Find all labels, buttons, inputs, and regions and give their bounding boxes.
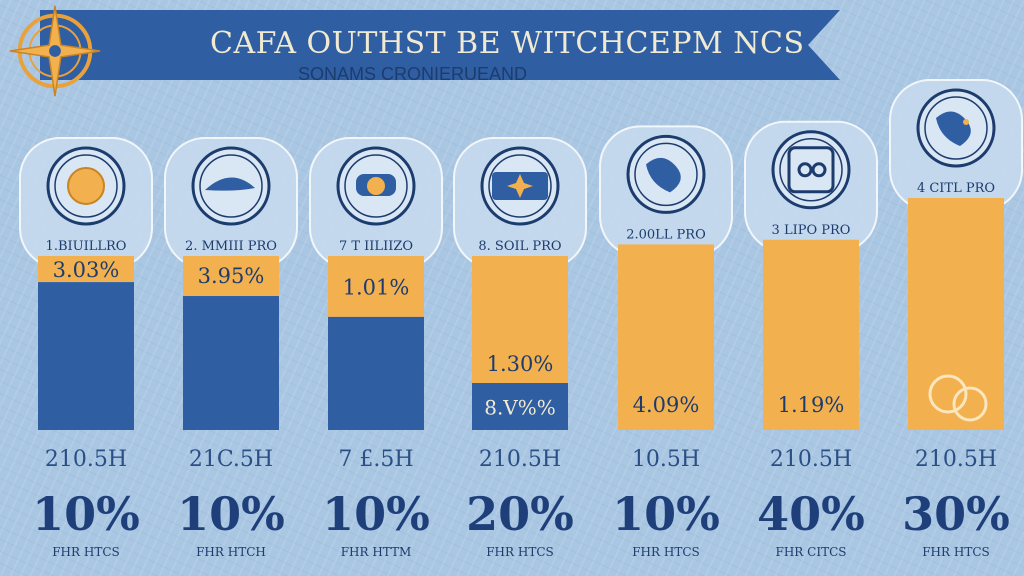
bar-column: 3 LIPO PRO 1.19% 210.5H 40% FHR CITCS — [744, 120, 878, 559]
category-label: 2. MMIII PRO — [185, 239, 277, 254]
coin-icon — [46, 146, 126, 226]
bar-segment-orange — [38, 256, 134, 283]
column-footer: FHR HTCS — [52, 545, 120, 559]
bar-value-label: 3.95% — [198, 264, 265, 288]
title-banner — [40, 10, 840, 80]
chain-icon — [771, 130, 851, 210]
column-footer: FHR HTTM — [341, 545, 412, 559]
column-footer: FHR HTCH — [196, 545, 266, 559]
bar-column: 8. SOIL PRO 1.30% 8.V%% 210.5H 20% FHR HTCS — [453, 137, 587, 559]
bar-segment-orange — [618, 244, 714, 430]
column-footer: FHR HTCS — [922, 545, 990, 559]
category-label: 8. SOIL PRO — [478, 239, 561, 254]
column-footer: FHR CITCS — [776, 545, 847, 559]
globe-icon — [626, 134, 706, 214]
category-label: 1.BIUILLRO — [46, 239, 127, 254]
bar-column: 2.00LL PRO 4.09% 10.5H 10% FHR HTCS — [599, 125, 733, 559]
compass-icon — [9, 5, 101, 97]
category-label: 4 CITL PRO — [917, 181, 995, 196]
bar-segment-orange — [472, 256, 568, 384]
bar-segment-orange — [908, 198, 1004, 430]
column-code: 21C.5H — [189, 447, 273, 472]
bar-segment-orange — [763, 239, 859, 430]
dolphin-icon — [191, 146, 271, 226]
category-label: 2.00LL PRO — [626, 227, 706, 242]
category-label: 7 T IILIIZO — [339, 239, 413, 254]
column-percent: 10% — [612, 487, 720, 541]
bar-segment-blue — [38, 282, 134, 430]
bar-segment-blue — [328, 316, 424, 430]
column-code: 210.5H — [479, 447, 561, 472]
column-percent: 40% — [757, 487, 865, 541]
column-code: 10.5H — [632, 447, 700, 472]
bar-column: 2. MMIII PRO 3.95% 21C.5H 10% FHR HTCH — [164, 137, 298, 559]
column-percent: 30% — [902, 487, 1010, 541]
column-footer: FHR HTCS — [632, 545, 700, 559]
bar-value-label: 1.30% — [487, 352, 554, 376]
star-icon — [480, 146, 560, 226]
bar-value-label: 1.19% — [778, 393, 845, 417]
bar-segment-blue — [183, 296, 279, 430]
page-title: CAFA OUTHST BE WITCHCEPM NCS — [210, 26, 805, 61]
car-icon — [336, 146, 416, 226]
bar-segment-orange — [183, 256, 279, 297]
column-code: 210.5H — [45, 447, 127, 472]
bar-value-label: 4.09% — [633, 393, 700, 417]
column-code: 210.5H — [915, 447, 997, 472]
column-percent: 10% — [177, 487, 285, 541]
bar-value-label: 8.V%% — [484, 396, 556, 420]
category-label: 3 LIPO PRO — [772, 223, 851, 238]
column-percent: 10% — [322, 487, 430, 541]
column-code: 210.5H — [770, 447, 852, 472]
bar-segment-blue — [472, 383, 568, 430]
column-code: 7 £.5H — [338, 447, 413, 472]
column-percent: 10% — [32, 487, 140, 541]
coins-icon — [928, 374, 988, 422]
bar-value-label: 3.03% — [53, 258, 120, 282]
column-percent: 20% — [466, 487, 574, 541]
column-footer: FHR HTCS — [486, 545, 554, 559]
page-subtitle: SONAMS CRONIERUEAND — [298, 64, 528, 84]
bar-segment-orange — [328, 256, 424, 317]
world-icon — [916, 88, 996, 168]
bar-value-label: 1.01% — [343, 275, 410, 299]
bar-column: 4 CITL PRO 210.5H 30% FHR HTCS — [889, 79, 1023, 559]
bar-column: 1.BIUILLRO 3.03% 210.5H 10% FHR HTCS — [19, 137, 153, 559]
bar-column: 7 T IILIIZO 1.01% 7 £.5H 10% FHR HTTM — [309, 137, 443, 559]
